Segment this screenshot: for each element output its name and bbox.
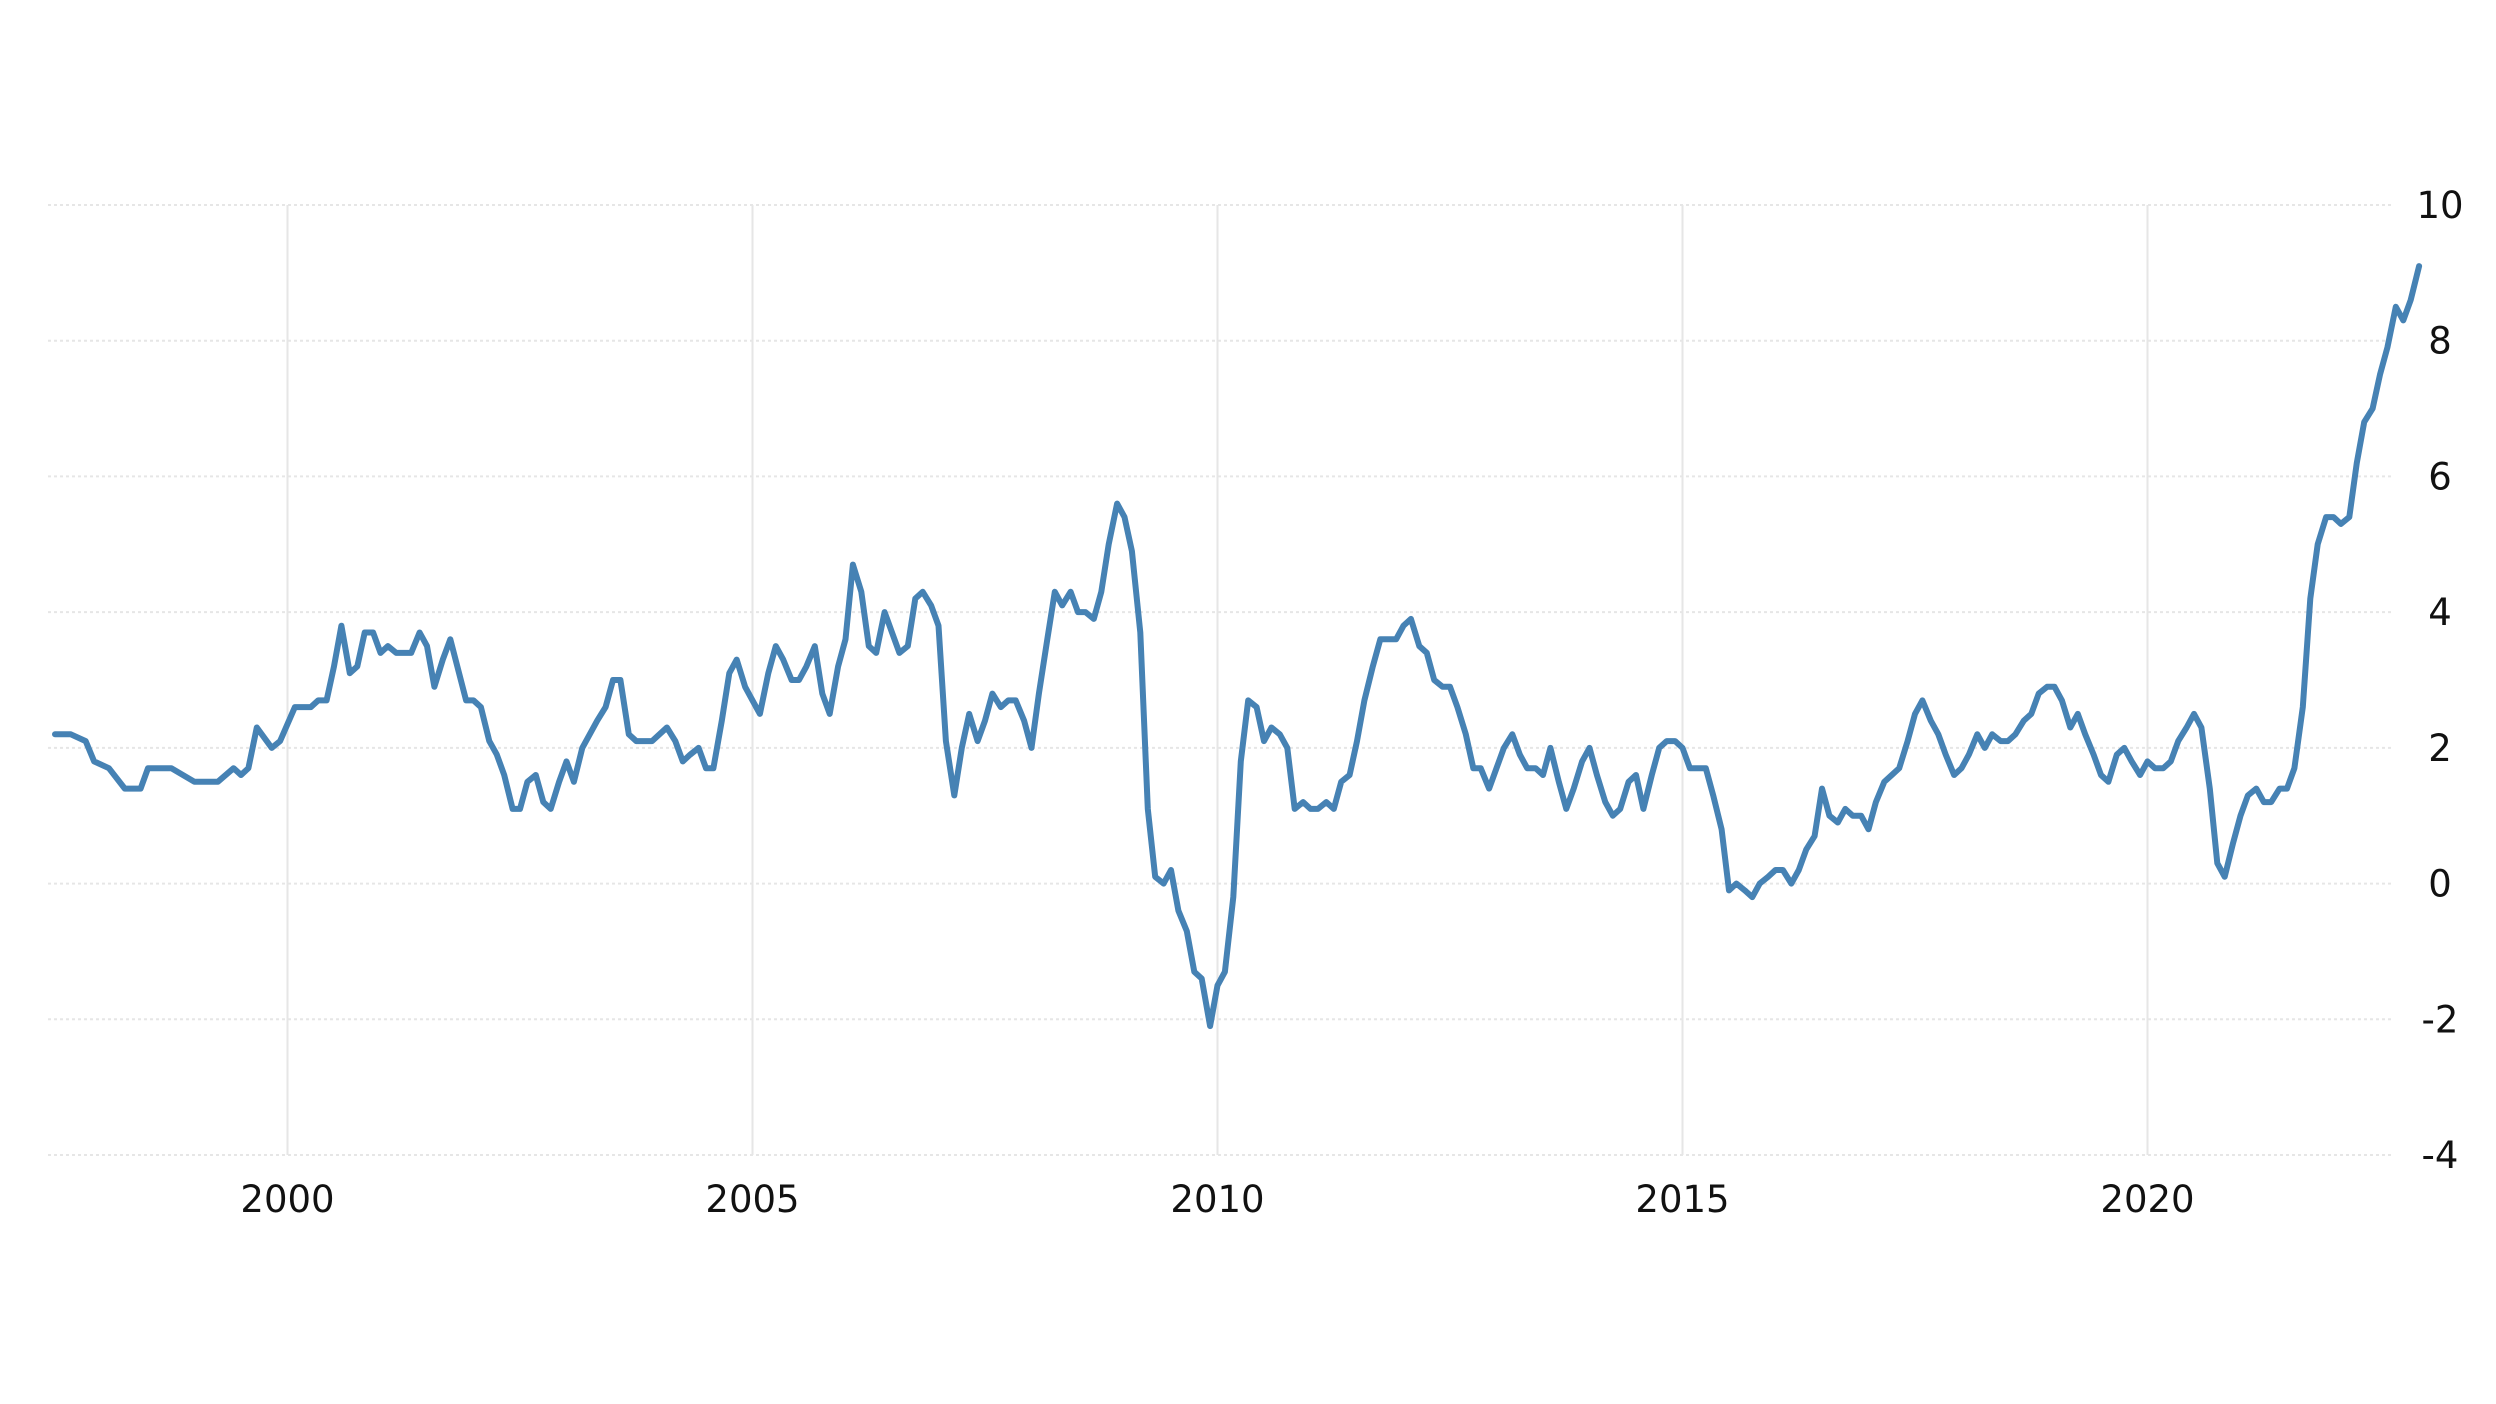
series-layer — [52, 263, 2423, 1030]
gridlines — [48, 204, 2392, 1156]
y-tick-label: 6 — [2428, 455, 2452, 498]
y-tick-label: 0 — [2428, 863, 2452, 906]
y-tick-label: 8 — [2428, 320, 2452, 363]
series-line — [52, 263, 2423, 1030]
y-tick-label: 4 — [2428, 591, 2452, 634]
y-tick-label: 10 — [2416, 184, 2463, 227]
x-axis-labels: 2000 2005 2010 2015 2020 — [240, 1178, 2194, 1221]
y-tick-label: 2 — [2428, 727, 2452, 770]
y-tick-label: -4 — [2422, 1134, 2459, 1177]
x-tick-label: 2000 — [240, 1178, 334, 1221]
x-tick-label: 2005 — [705, 1178, 799, 1221]
y-tick-label: -2 — [2422, 998, 2459, 1041]
x-tick-label: 2015 — [1635, 1178, 1729, 1221]
x-tick-label: 2010 — [1170, 1178, 1264, 1221]
y-axis-labels: 10 8 6 4 2 0 -2 -4 — [2416, 184, 2463, 1177]
x-tick-label: 2020 — [2100, 1178, 2194, 1221]
